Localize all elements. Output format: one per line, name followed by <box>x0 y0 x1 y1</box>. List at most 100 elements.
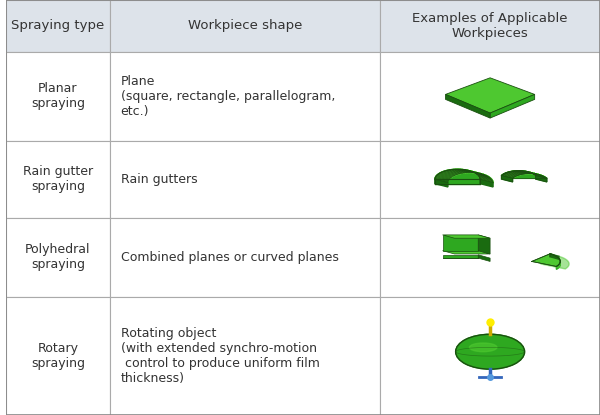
Polygon shape <box>533 174 545 177</box>
Polygon shape <box>551 254 553 258</box>
Polygon shape <box>435 179 480 183</box>
Polygon shape <box>518 171 530 173</box>
Polygon shape <box>503 174 515 177</box>
Bar <box>110 0 380 52</box>
Polygon shape <box>550 254 551 257</box>
Polygon shape <box>530 173 542 176</box>
Polygon shape <box>502 174 514 178</box>
Polygon shape <box>511 171 523 174</box>
Polygon shape <box>536 176 547 182</box>
Polygon shape <box>534 174 546 178</box>
Polygon shape <box>529 172 541 176</box>
Polygon shape <box>532 254 560 266</box>
Text: Polyhedral
spraying: Polyhedral spraying <box>25 243 91 271</box>
Text: Examples of Applicable
Workpieces: Examples of Applicable Workpieces <box>412 12 568 40</box>
Text: Rotating object
(with extended synchro-motion
 control to produce uniform film
t: Rotating object (with extended synchro-m… <box>121 327 319 385</box>
Polygon shape <box>448 173 493 183</box>
Ellipse shape <box>469 343 497 352</box>
Polygon shape <box>453 169 468 173</box>
Polygon shape <box>558 264 559 268</box>
Polygon shape <box>556 266 557 269</box>
Polygon shape <box>473 172 487 176</box>
Bar <box>6 141 110 218</box>
Polygon shape <box>443 171 458 175</box>
Polygon shape <box>554 255 556 259</box>
Polygon shape <box>435 177 449 181</box>
Polygon shape <box>532 173 544 177</box>
Polygon shape <box>550 254 559 259</box>
Polygon shape <box>458 169 473 173</box>
Text: Rotary
spraying: Rotary spraying <box>31 342 85 370</box>
Polygon shape <box>514 171 526 174</box>
Bar <box>380 141 600 218</box>
Text: Planar
spraying: Planar spraying <box>31 83 85 110</box>
Polygon shape <box>502 175 514 178</box>
Polygon shape <box>451 169 466 173</box>
Bar <box>6 52 110 141</box>
Polygon shape <box>553 255 554 258</box>
Polygon shape <box>439 173 454 177</box>
Bar <box>6 297 110 415</box>
Polygon shape <box>446 94 490 118</box>
Bar <box>110 141 380 218</box>
Polygon shape <box>467 170 482 174</box>
Text: Rain gutters: Rain gutters <box>121 173 197 186</box>
Polygon shape <box>557 265 558 269</box>
Polygon shape <box>445 171 459 174</box>
Text: Spraying type: Spraying type <box>11 20 104 32</box>
Polygon shape <box>502 176 512 182</box>
Polygon shape <box>541 256 569 269</box>
Polygon shape <box>515 171 527 174</box>
Text: Workpiece shape: Workpiece shape <box>188 20 302 32</box>
Polygon shape <box>437 175 451 179</box>
Polygon shape <box>507 172 520 176</box>
Polygon shape <box>479 176 493 181</box>
Polygon shape <box>469 171 484 174</box>
Polygon shape <box>504 173 516 177</box>
Polygon shape <box>457 169 472 173</box>
Polygon shape <box>480 178 493 182</box>
Polygon shape <box>449 170 464 173</box>
Text: Combined planes or curved planes: Combined planes or curved planes <box>121 251 338 264</box>
Polygon shape <box>527 172 540 175</box>
Polygon shape <box>435 169 480 179</box>
Polygon shape <box>436 176 450 180</box>
Polygon shape <box>464 170 478 173</box>
Polygon shape <box>478 176 492 180</box>
Polygon shape <box>509 171 522 175</box>
Polygon shape <box>472 171 486 176</box>
Polygon shape <box>478 235 490 254</box>
Polygon shape <box>440 172 455 176</box>
Bar <box>380 297 600 415</box>
Polygon shape <box>478 255 490 261</box>
Polygon shape <box>521 171 533 174</box>
Bar <box>110 52 380 141</box>
Polygon shape <box>505 173 517 176</box>
Bar <box>110 218 380 297</box>
Bar <box>380 0 600 52</box>
Polygon shape <box>443 235 490 238</box>
Polygon shape <box>439 173 452 177</box>
Polygon shape <box>557 257 559 261</box>
Polygon shape <box>436 176 449 181</box>
Polygon shape <box>478 175 491 179</box>
Bar <box>6 218 110 297</box>
Polygon shape <box>462 169 477 173</box>
Polygon shape <box>475 173 488 177</box>
Polygon shape <box>490 94 535 118</box>
Bar <box>380 218 600 297</box>
Polygon shape <box>506 173 518 176</box>
Polygon shape <box>435 178 448 182</box>
Polygon shape <box>556 256 557 259</box>
Polygon shape <box>520 171 532 173</box>
Polygon shape <box>480 179 493 183</box>
Polygon shape <box>522 171 535 174</box>
Polygon shape <box>480 179 493 187</box>
Polygon shape <box>435 179 448 187</box>
Polygon shape <box>475 173 490 177</box>
Polygon shape <box>437 174 451 178</box>
Polygon shape <box>435 179 448 183</box>
Polygon shape <box>443 255 478 258</box>
Ellipse shape <box>455 334 524 369</box>
Text: Rain gutter
spraying: Rain gutter spraying <box>23 166 93 193</box>
